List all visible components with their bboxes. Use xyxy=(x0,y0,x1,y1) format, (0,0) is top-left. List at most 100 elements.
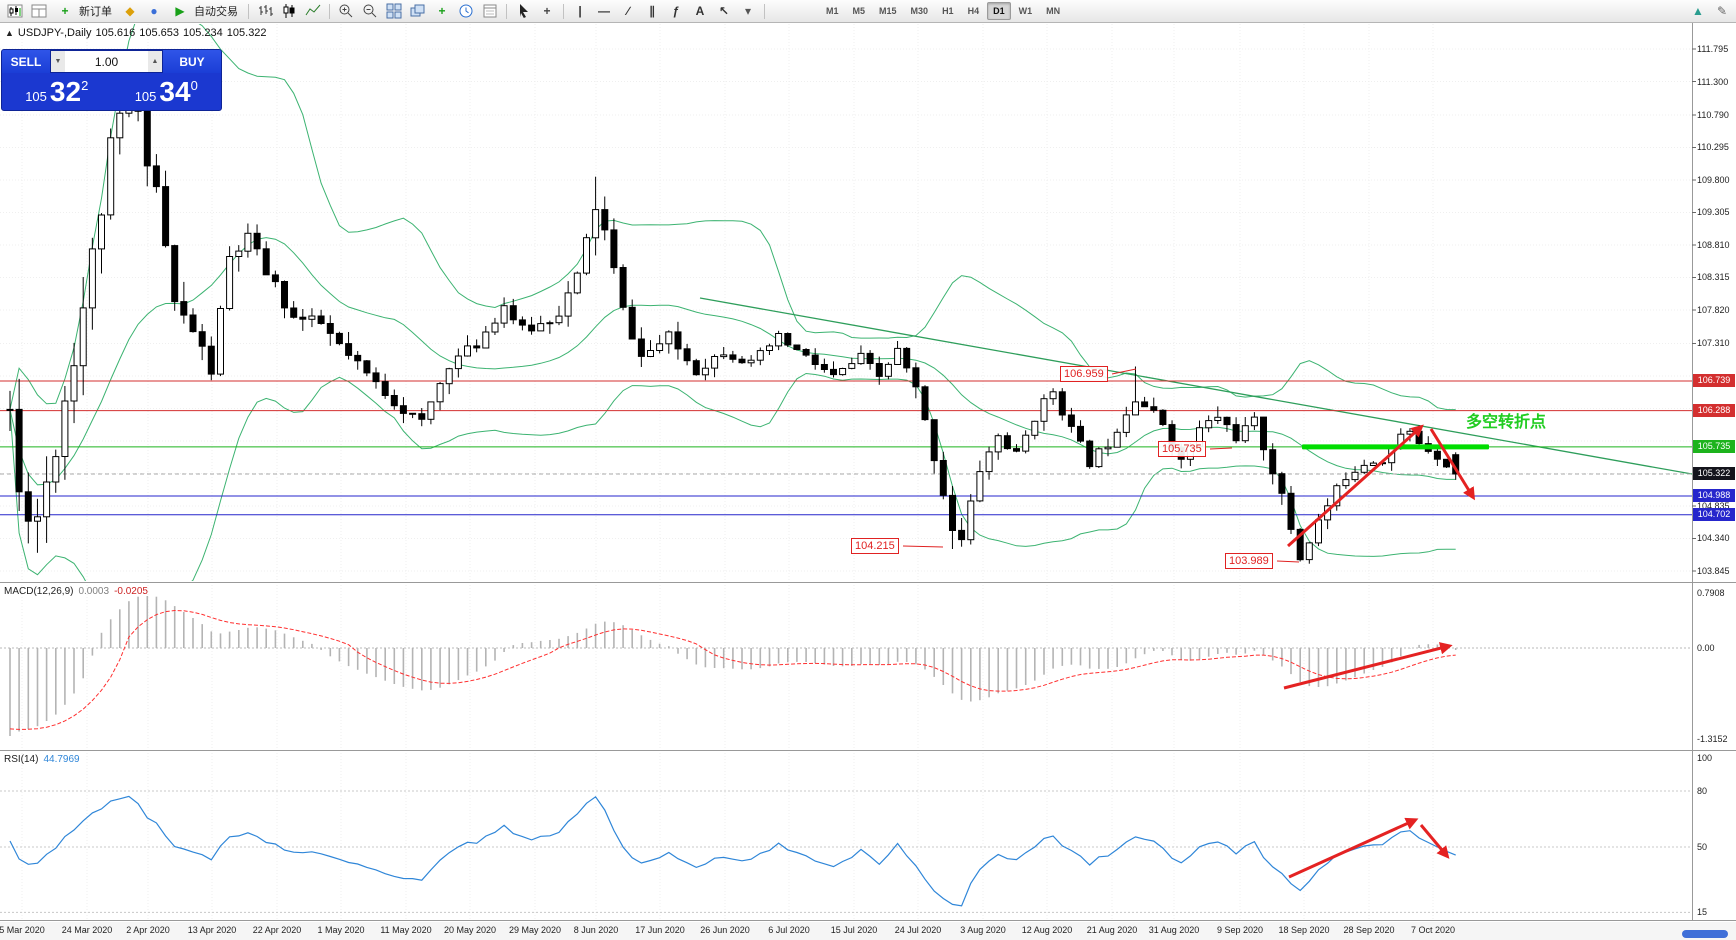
cursor-icon[interactable] xyxy=(512,2,534,20)
vertical-line-icon[interactable]: | xyxy=(578,4,582,18)
volume-decrease-button[interactable]: ▼ xyxy=(51,51,65,72)
tile-windows-icon[interactable] xyxy=(383,2,405,20)
macd-label: MACD(12,26,9) 0.0003 -0.0205 xyxy=(4,586,148,597)
toolbar-separator xyxy=(563,3,564,19)
ask-big-digits: 34 xyxy=(159,75,191,107)
horizontal-line-icon[interactable]: — xyxy=(598,4,610,18)
price-annotation: 104.215 xyxy=(851,538,899,554)
price-axis-label: 109.305 xyxy=(1697,207,1730,218)
sell-button[interactable]: SELL xyxy=(2,50,50,73)
autotrading-button[interactable]: ▶ 自动交易 xyxy=(168,2,242,20)
timeframe-button-w1[interactable]: W1 xyxy=(1018,6,1033,16)
timeframe-button-h4[interactable]: H4 xyxy=(967,6,980,16)
price-annotation: 105.735 xyxy=(1158,441,1206,457)
buy-button[interactable]: BUY xyxy=(163,50,221,73)
price-axis-label: 104.340 xyxy=(1697,533,1730,544)
macd-plot xyxy=(0,596,1692,736)
equidistant-channel-icon[interactable]: ∥ xyxy=(649,4,655,18)
crosshair-icon[interactable]: + xyxy=(543,4,551,18)
templates-icon[interactable] xyxy=(479,2,501,20)
price-axis-label: 110.790 xyxy=(1697,109,1729,120)
date-axis-label: 13 Apr 2020 xyxy=(187,925,237,935)
timeframe-button-h1[interactable]: H1 xyxy=(942,6,954,16)
date-axis-label: 24 Jul 2020 xyxy=(894,925,942,935)
zoom-out-icon[interactable] xyxy=(359,2,381,20)
timeframe-button-m30[interactable]: M30 xyxy=(910,6,929,16)
price-axis-label: 104.835 xyxy=(1697,500,1730,511)
horizontal-scrollbar-thumb[interactable] xyxy=(1682,930,1728,938)
chart-profiles-icon[interactable] xyxy=(28,2,50,20)
date-axis-label: 20 May 2020 xyxy=(443,925,497,935)
line-chart-icon[interactable] xyxy=(302,2,324,20)
fibonacci-icon[interactable]: ƒ xyxy=(672,4,680,18)
toolbar-separator xyxy=(248,3,249,19)
rsi-plot xyxy=(0,790,1692,913)
timeframe-button-m15[interactable]: M15 xyxy=(879,6,897,16)
candlestick-chart-icon[interactable] xyxy=(278,2,300,20)
volume-input[interactable]: 1.00 xyxy=(94,54,119,69)
new-chart-icon[interactable] xyxy=(4,2,26,20)
date-axis-label: 18 Sep 2020 xyxy=(1278,925,1330,935)
date-axis-label: 7 Oct 2020 xyxy=(1410,925,1456,935)
timeframe-button-d1[interactable]: D1 xyxy=(987,2,1011,20)
text-label-icon[interactable]: A xyxy=(695,4,705,18)
one-click-trading-panel: SELL ▼ 1.00 ▲ BUY 105 32 2 105 34 0 xyxy=(1,49,222,111)
volume-control: ▼ 1.00 ▲ xyxy=(50,50,163,73)
price-axis-resistance-box: 106.739 xyxy=(1693,373,1735,387)
price-axis-support-box: 104.988 xyxy=(1693,488,1735,502)
macd-axis-label: -1.3152 xyxy=(1697,734,1728,744)
date-axis-label: 1 May 2020 xyxy=(317,925,365,935)
price-annotation: 103.989 xyxy=(1225,553,1273,569)
zoom-in-icon[interactable] xyxy=(335,2,357,20)
date-axis-strip xyxy=(0,922,1736,940)
indicators-icon[interactable]: + xyxy=(438,4,446,18)
objects-dropdown-icon[interactable]: ▾ xyxy=(744,4,752,18)
date-axis-label: 11 May 2020 xyxy=(380,925,432,935)
volume-increase-button[interactable]: ▲ xyxy=(148,51,162,72)
timeframe-button-mn[interactable]: MN xyxy=(1046,6,1061,16)
algo-trading-icon[interactable]: ● xyxy=(150,4,158,18)
edit-pencil-icon[interactable]: ✎ xyxy=(1716,4,1728,18)
rsi-axis-label: 100 xyxy=(1697,753,1713,763)
rsi-name: RSI(14) xyxy=(4,754,39,765)
metaeditor-icon[interactable]: ◆ xyxy=(125,4,135,18)
periods-icon[interactable] xyxy=(455,2,477,20)
timeframe-button-m5[interactable]: M5 xyxy=(852,6,866,16)
price-axis-label: 107.310 xyxy=(1697,338,1730,349)
arrows-tool-icon[interactable]: ↖ xyxy=(718,4,730,18)
macd-axis-label: 0.00 xyxy=(1697,643,1715,653)
level-lines xyxy=(0,380,1692,516)
price-axis-label: 110.295 xyxy=(1697,142,1729,153)
rsi-axis-label: 80 xyxy=(1697,785,1708,796)
price-trend-arrow-1 xyxy=(1286,424,1424,548)
bar-chart-icon[interactable] xyxy=(254,2,276,20)
new-order-button[interactable]: + 新订单 xyxy=(53,2,116,20)
price-axis-label: 111.795 xyxy=(1697,44,1729,54)
price-axis-label: 107.820 xyxy=(1697,304,1730,315)
price-axis-label: 109.800 xyxy=(1697,174,1730,185)
price-axis-support-box: 105.735 xyxy=(1693,439,1735,453)
price-axis-current-box: 105.322 xyxy=(1693,467,1735,481)
bid-big-digits: 32 xyxy=(49,75,82,107)
price-axis-label: 111.300 xyxy=(1697,76,1729,87)
close-value: 105.322 xyxy=(226,27,267,39)
rsi-trend-arrow-2 xyxy=(1419,824,1450,859)
timeframe-button-m1[interactable]: M1 xyxy=(826,6,839,16)
arrow-up-icon[interactable]: ▲ xyxy=(1692,4,1704,18)
trendline-icon[interactable]: ∕ xyxy=(626,4,629,18)
date-axis-label: 21 Aug 2020 xyxy=(1086,925,1138,935)
cascade-windows-icon[interactable] xyxy=(407,2,429,20)
toolbar-separator xyxy=(764,3,765,19)
date-axis-label: 3 Aug 2020 xyxy=(960,925,1006,935)
date-axis-label: 8 Jun 2020 xyxy=(573,925,619,935)
panel-borders xyxy=(0,22,1736,921)
macd-signal-line xyxy=(9,609,1456,730)
ask-prefix: 105 xyxy=(134,88,157,104)
toolbar-right-group: ▲ ✎ xyxy=(1686,2,1734,20)
autotrading-button-icon: ▶ xyxy=(175,4,185,18)
macd-main-value: 0.0003 xyxy=(78,586,110,597)
macd-signal-value: -0.0205 xyxy=(114,586,148,597)
high-value: 105.653 xyxy=(139,27,180,39)
